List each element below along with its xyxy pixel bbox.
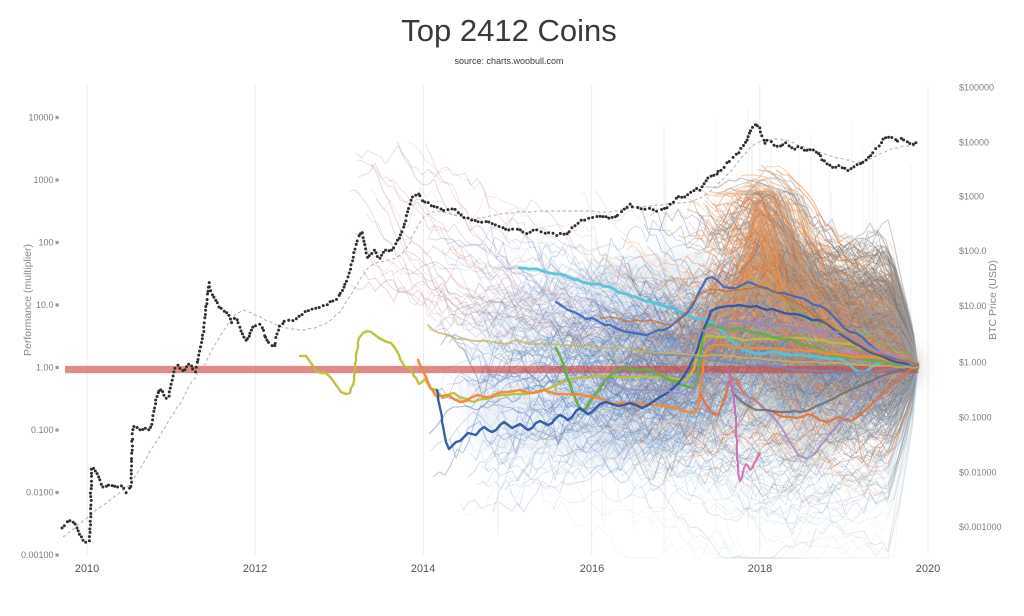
svg-text:100: 100: [38, 237, 53, 247]
svg-text:0.00100: 0.00100: [21, 550, 54, 560]
svg-text:10.0: 10.0: [36, 300, 54, 310]
svg-text:$0.01000: $0.01000: [959, 467, 997, 477]
svg-text:$1.000: $1.000: [959, 358, 987, 368]
svg-text:2010: 2010: [75, 563, 99, 575]
svg-text:2014: 2014: [411, 563, 435, 575]
svg-text:0.100: 0.100: [31, 425, 54, 435]
svg-text:2016: 2016: [580, 563, 604, 575]
svg-text:$100000: $100000: [959, 83, 994, 93]
svg-text:1.00: 1.00: [36, 362, 54, 372]
svg-text:0.0100: 0.0100: [26, 487, 54, 497]
svg-text:2018: 2018: [748, 563, 772, 575]
svg-text:$100.0: $100.0: [959, 246, 987, 256]
svg-text:source: charts.woobull.com: source: charts.woobull.com: [454, 56, 563, 66]
svg-text:2012: 2012: [243, 563, 267, 575]
svg-text:$1000: $1000: [959, 192, 984, 202]
svg-text:$0.1000: $0.1000: [959, 412, 992, 422]
svg-text:$10000: $10000: [959, 137, 989, 147]
svg-text:$10.00: $10.00: [959, 301, 987, 311]
svg-text:Top 2412 Coins: Top 2412 Coins: [401, 13, 616, 48]
svg-text:BTC Price (USD): BTC Price (USD): [987, 260, 999, 340]
svg-text:$0.001000: $0.001000: [959, 522, 1002, 532]
svg-text:10000: 10000: [28, 112, 53, 122]
svg-text:Performance (multiplier): Performance (multiplier): [22, 244, 34, 356]
svg-text:1000: 1000: [33, 175, 53, 185]
svg-text:2020: 2020: [916, 563, 940, 575]
